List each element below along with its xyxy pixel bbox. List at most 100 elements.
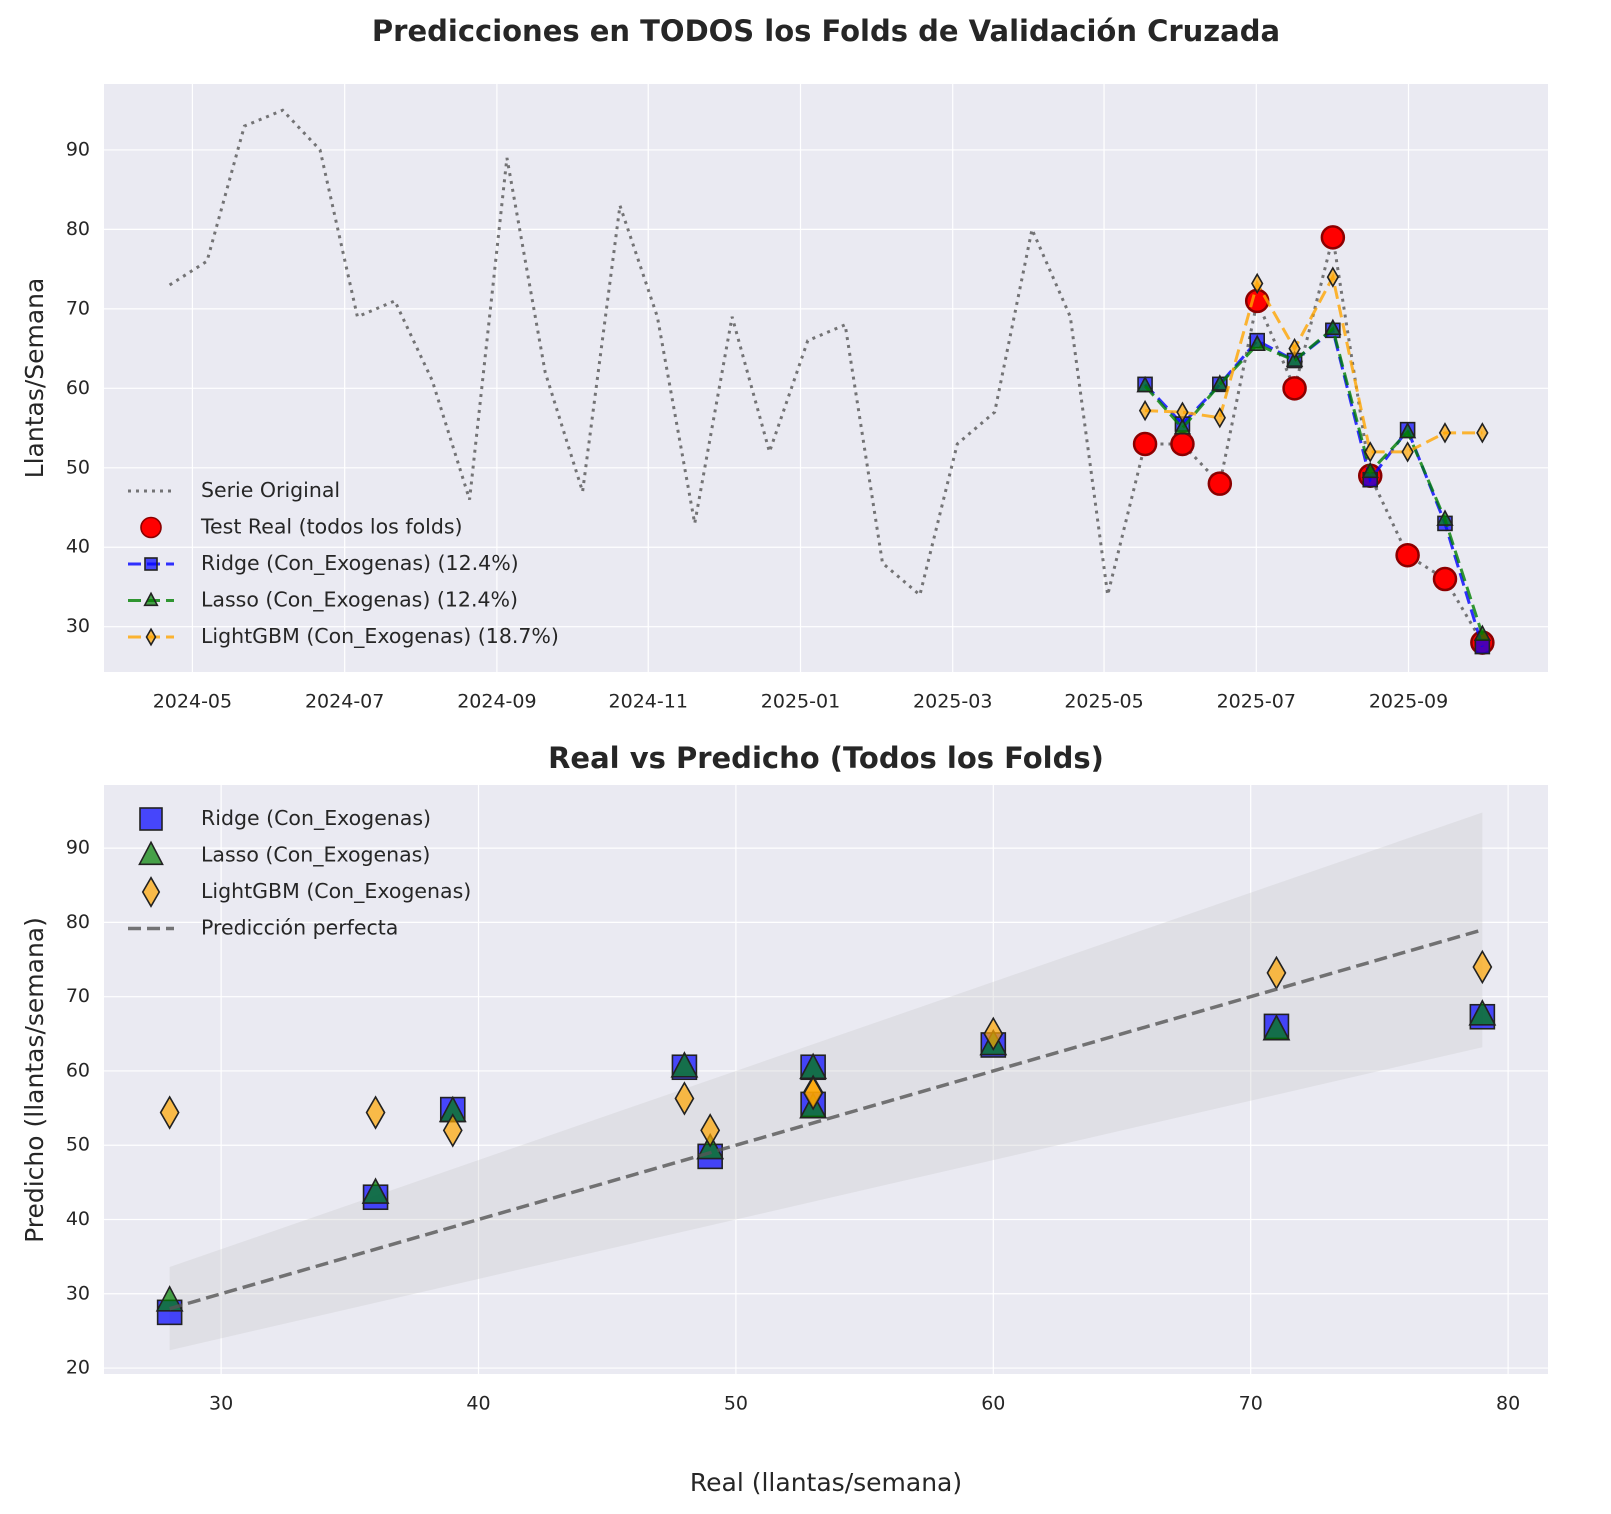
data-point: [670, 1051, 699, 1078]
x-tick-label: 70: [1239, 1393, 1263, 1415]
x-tick-label: 30: [209, 1393, 233, 1415]
data-point: [361, 1177, 390, 1204]
data-point: [1288, 337, 1301, 360]
y-axis-label: Llantas/Semana: [20, 278, 49, 479]
band: [169, 812, 1483, 1351]
x-tick-label: 2024-09: [457, 691, 536, 713]
data-point: [1282, 376, 1307, 401]
y-tick-label: 50: [66, 1134, 90, 1156]
data-point: [1473, 624, 1492, 642]
legend-label: Serie Original: [201, 478, 340, 502]
data-point: [1436, 509, 1454, 526]
y-axis-label: Predicho (llantas/semana): [20, 917, 49, 1243]
plot-area: [104, 785, 1548, 1374]
data-point: [1173, 417, 1192, 435]
y-tick-label: 70: [66, 297, 90, 319]
y-tick-label: 60: [66, 1059, 90, 1081]
data-point: [1438, 422, 1452, 444]
y-tick-label: 40: [66, 1208, 90, 1230]
data-point: [1176, 401, 1189, 423]
legend-label: Lasso (Con_Exogenas) (12.4%): [201, 588, 518, 613]
legend-marker: [145, 627, 157, 647]
data-point: [1395, 542, 1420, 568]
y-tick-label: 60: [66, 377, 90, 399]
data-point: [1361, 461, 1379, 479]
data-point: [1364, 441, 1377, 463]
x-tick-label: 2025-01: [761, 691, 840, 713]
series-line: [1143, 326, 1484, 636]
data-point: [1138, 399, 1152, 422]
series-line: [1145, 272, 1483, 454]
x-tick-label: 2025-05: [1064, 691, 1143, 713]
data-point: [1136, 375, 1154, 393]
data-point: [674, 1081, 695, 1116]
y-tick-label: 40: [66, 536, 90, 558]
data-point: [365, 1095, 386, 1130]
legend-label: Test Real (todos los folds): [200, 515, 463, 539]
x-tick-label: 2025-03: [913, 691, 992, 713]
y-tick-label: 30: [66, 615, 90, 637]
y-tick-label: 50: [66, 456, 90, 478]
legend-label: Ridge (Con_Exogenas): [201, 806, 431, 831]
x-tick-label: 40: [466, 1393, 490, 1415]
legend-marker: [139, 807, 163, 831]
x-tick-label: 80: [1496, 1393, 1520, 1415]
data-point: [1468, 999, 1497, 1026]
y-tick-label: 20: [66, 1357, 90, 1379]
data-point: [442, 1113, 463, 1148]
y-tick-label: 90: [66, 138, 90, 160]
chart-title: Real vs Predicho (Todos los Folds): [548, 741, 1104, 775]
x-tick-label: 50: [724, 1393, 748, 1415]
data-point: [700, 1113, 721, 1148]
data-point: [1320, 225, 1346, 250]
data-point: [155, 1285, 184, 1312]
x-tick-label: 60: [981, 1393, 1005, 1415]
legend-label: Predicción perfecta: [201, 916, 398, 940]
data-point: [803, 1076, 824, 1111]
y-tick-label: 70: [66, 985, 90, 1007]
legend-label: LightGBM (Con_Exogenas) (18.7%): [201, 624, 559, 649]
data-point: [1476, 422, 1489, 444]
data-point: [1248, 334, 1266, 352]
data-point: [1472, 949, 1493, 985]
data-point: [1211, 374, 1229, 391]
x-tick-label: 2025-07: [1217, 691, 1296, 713]
data-point: [1398, 421, 1417, 439]
legend-marker: [143, 591, 159, 607]
x-tick-label: 2024-11: [609, 691, 688, 713]
y-tick-label: 80: [66, 218, 90, 240]
legend-marker: [141, 876, 161, 908]
y-tick-label: 30: [66, 1282, 90, 1304]
y-tick-label: 90: [66, 837, 90, 859]
data-point: [1324, 318, 1342, 336]
data-point: [983, 1016, 1004, 1052]
data-point: [1401, 441, 1414, 463]
x-tick-label: 2024-07: [305, 691, 384, 713]
data-point: [1213, 407, 1226, 429]
legend-label: Lasso (Con_Exogenas): [201, 843, 430, 868]
x-tick-label: 2025-09: [1369, 691, 1448, 713]
legend-marker: [140, 516, 162, 539]
data-point: [1170, 431, 1195, 457]
data-point: [159, 1095, 180, 1130]
x-tick-label: 2024-05: [153, 691, 232, 713]
legend-label: Ridge (Con_Exogenas) (12.4%): [201, 551, 519, 576]
x-axis-label: Real (llantas/semana): [690, 1468, 962, 1497]
data-point: [1132, 431, 1158, 457]
legend-label: LightGBM (Con_Exogenas): [201, 879, 471, 904]
y-tick-label: 80: [66, 911, 90, 933]
legend-marker: [144, 557, 158, 571]
data-point: [1474, 638, 1491, 655]
legend-marker: [138, 840, 164, 866]
data-point: [1207, 471, 1233, 496]
chart-title: Predicciones en TODOS los Folds de Valid…: [372, 14, 1280, 48]
legend: Ridge (Con_Exogenas) Lasso (Con_Exogenas)…: [128, 806, 471, 940]
legend: Serie Original Test Real (todos los folds…: [128, 478, 559, 649]
data-point: [1251, 272, 1264, 295]
data-point: [1432, 566, 1458, 592]
plot-area: [104, 84, 1548, 672]
data-point: [1326, 266, 1340, 288]
data-point: [1262, 1013, 1291, 1041]
